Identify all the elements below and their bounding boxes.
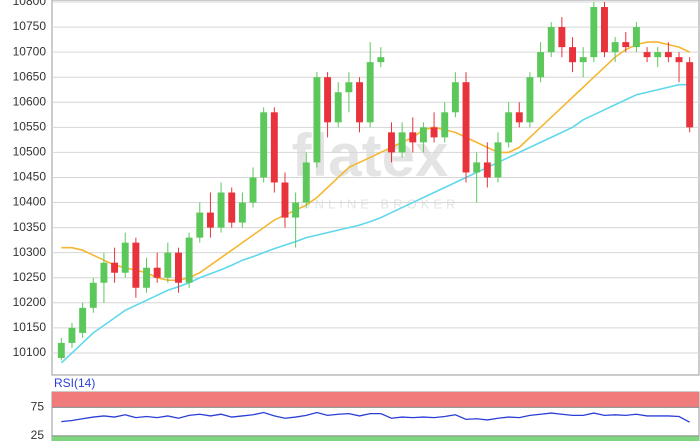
candle-body (164, 252, 172, 278)
y-tick-label: 10650 (13, 69, 47, 83)
candle-body (505, 112, 513, 143)
candle-body (441, 112, 449, 138)
y-tick-label: 10400 (13, 195, 47, 209)
candle-body (345, 82, 353, 93)
candle-body (79, 307, 87, 333)
candle-body (675, 57, 683, 63)
candle-body (451, 82, 459, 113)
candle-body (686, 62, 694, 128)
candle-body (388, 132, 395, 153)
candle-body (153, 267, 161, 278)
rsi-tick-label: 75 (31, 400, 45, 414)
y-tick-label: 10100 (13, 345, 47, 359)
moving-average (60, 83, 690, 364)
candle-body (537, 52, 545, 78)
rsi-overbought-band (52, 392, 699, 408)
candle-body (100, 262, 108, 283)
candle-body (569, 47, 576, 63)
candle-body (270, 112, 278, 183)
y-tick-label: 10600 (13, 94, 47, 108)
candle-body (121, 242, 129, 273)
candle-body (462, 82, 470, 173)
y-tick-label: 10200 (13, 295, 47, 309)
candle-body (238, 202, 246, 223)
candle-body (643, 52, 651, 58)
y-tick-label: 10500 (13, 145, 47, 159)
candle-body (483, 162, 491, 178)
candle-body (196, 212, 204, 238)
candle-body (664, 52, 672, 58)
candle-body (515, 112, 523, 123)
candle-body (430, 127, 438, 138)
candle-body (249, 177, 257, 203)
y-tick-label: 10750 (13, 19, 47, 33)
rsi-tick-label: 25 (31, 428, 45, 441)
rsi-oversold-band (52, 435, 699, 441)
candle-body (89, 282, 97, 308)
candle-body (132, 242, 140, 288)
candle-body (334, 92, 342, 123)
candle-body (419, 127, 427, 143)
candle-body (547, 27, 555, 53)
candle-body (292, 202, 300, 218)
candle-body (590, 7, 598, 58)
y-tick-label: 10300 (13, 245, 47, 259)
candle-body (579, 57, 587, 63)
candle-body (313, 77, 321, 163)
candle-body (206, 212, 214, 228)
candle-body (601, 7, 608, 53)
candle-body (473, 162, 481, 173)
candle-body (409, 132, 417, 143)
plot-frame (51, 0, 700, 376)
candle-body (494, 142, 502, 178)
candle-body (57, 342, 65, 358)
candle-body (558, 27, 566, 48)
candle-body (324, 77, 332, 123)
y-tick-label: 10150 (13, 320, 47, 334)
y-tick-label: 10450 (13, 170, 47, 184)
candle-body (175, 252, 182, 283)
rsi-title: RSI(14) (54, 376, 95, 390)
candle-body (654, 52, 662, 58)
candle-body (111, 262, 119, 273)
candle-body (228, 192, 236, 223)
moving-average (61, 41, 691, 282)
candle-body (217, 192, 225, 228)
candle-body (302, 162, 310, 203)
candle-body (185, 237, 193, 283)
candle-body (366, 62, 374, 123)
y-tick-label: 10700 (13, 44, 47, 58)
candle-body (398, 132, 406, 153)
candle-body (632, 27, 640, 48)
candle-body (143, 267, 150, 288)
candle-body (356, 82, 363, 123)
candle-body (260, 112, 268, 178)
y-tick-label: 10350 (13, 220, 47, 234)
rsi-line (61, 411, 690, 423)
candle-body (526, 77, 534, 123)
candle-body (622, 42, 630, 48)
watermark-sub: ONLINE BROKER (301, 196, 460, 211)
y-tick-label: 10250 (13, 270, 47, 284)
y-tick-label: 10800 (13, 0, 47, 8)
candle-body (281, 182, 289, 218)
y-tick-label: 10550 (13, 120, 47, 134)
candle-body (68, 327, 76, 343)
candle-body (611, 42, 619, 53)
candle-body (377, 57, 385, 63)
